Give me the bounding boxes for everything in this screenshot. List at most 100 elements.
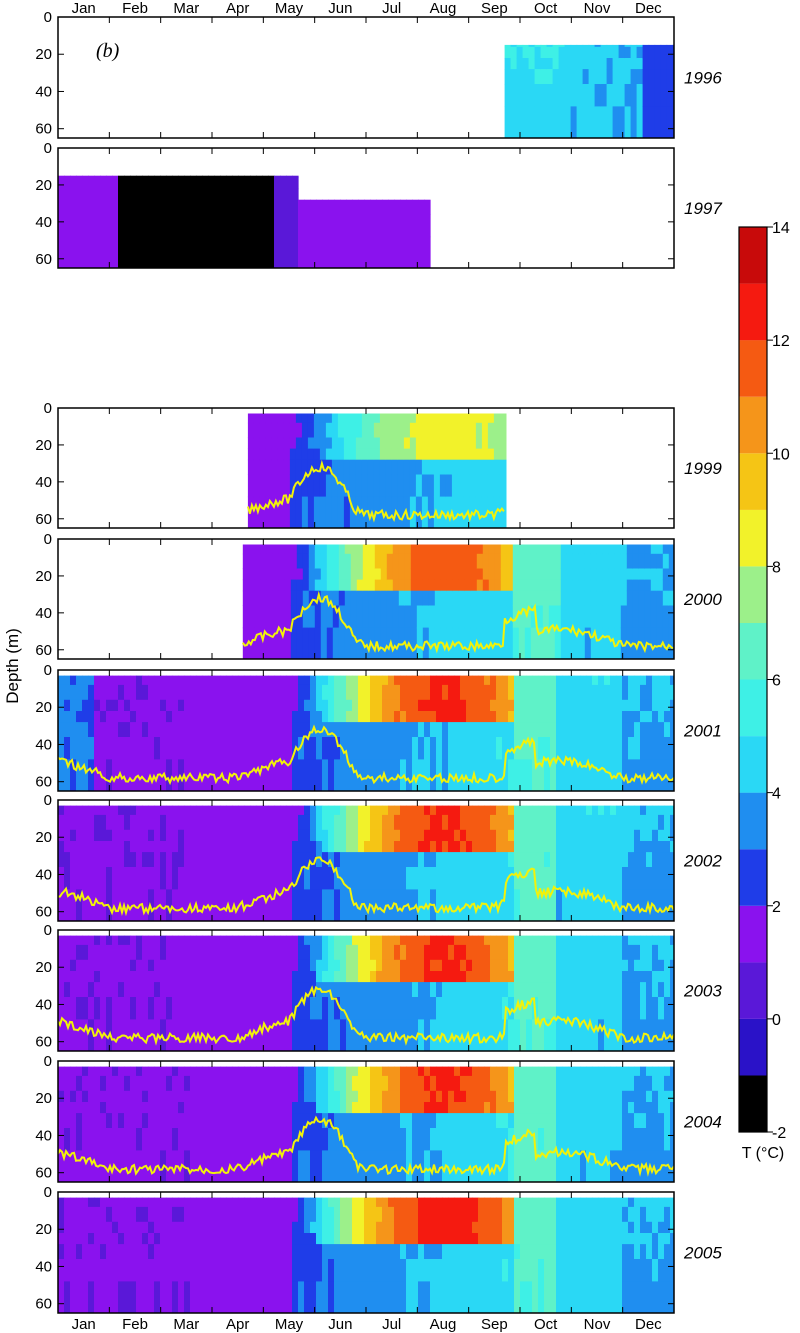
year-label-2003: 2003 bbox=[683, 982, 722, 1001]
y-tick-label: 20 bbox=[35, 699, 52, 716]
y-tick-label: 40 bbox=[35, 214, 52, 231]
colorbar: -2 0 2 4 6 8 10 12 14 T (°C) bbox=[738, 220, 790, 1162]
year-label-1996: 1996 bbox=[684, 69, 722, 88]
y-tick-label: 0 bbox=[44, 9, 52, 26]
colorbar-tick-label: 14 bbox=[772, 220, 790, 237]
y-tick-label: 60 bbox=[35, 251, 52, 268]
x-tick-label-bottom: Aug bbox=[430, 1316, 457, 1333]
y-tick-label: 40 bbox=[35, 83, 52, 100]
x-tick-label-top: May bbox=[275, 0, 304, 17]
colorbar-title: T (°C) bbox=[742, 1145, 785, 1162]
x-tick-label-top: Jul bbox=[382, 0, 401, 17]
y-tick-label: 0 bbox=[44, 662, 52, 679]
y-tick-label: 40 bbox=[35, 605, 52, 622]
y-axis-label: Depth (m) bbox=[3, 628, 22, 704]
colorbar-tick-label: 12 bbox=[772, 333, 790, 350]
y-tick-label: 60 bbox=[35, 1296, 52, 1313]
panel-label: (b) bbox=[96, 40, 120, 62]
mixed-layer-line-2002 bbox=[58, 856, 674, 917]
year-label-1999: 1999 bbox=[684, 459, 722, 478]
heatmap-2000 bbox=[241, 544, 674, 659]
x-tick-label-bottom: Sep bbox=[481, 1316, 508, 1333]
panel-2004: 0 20 40 60 2004 bbox=[35, 1053, 722, 1183]
y-tick-label: 20 bbox=[35, 46, 52, 63]
y-tick-label: 20 bbox=[35, 829, 52, 846]
y-tick-label: 0 bbox=[44, 531, 52, 548]
x-tick-label-bottom: Dec bbox=[635, 1316, 662, 1333]
x-tick-label-bottom: Jun bbox=[328, 1316, 352, 1333]
y-tick-label: 0 bbox=[44, 1053, 52, 1070]
y-tick-label: 60 bbox=[35, 1034, 52, 1051]
mixed-layer-line-2001 bbox=[58, 724, 674, 786]
x-tick-label-bottom: Apr bbox=[226, 1316, 249, 1333]
heatmap-1996 bbox=[504, 44, 674, 138]
y-tick-label: 40 bbox=[35, 1258, 52, 1275]
y-tick-label: 40 bbox=[35, 866, 52, 883]
y-tick-label: 60 bbox=[35, 1165, 52, 1182]
panel-1999: 0 20 40 60 1999 bbox=[35, 400, 722, 529]
year-label-2001: 2001 bbox=[683, 722, 722, 741]
y-tick-label: 20 bbox=[35, 177, 52, 194]
colorbar-tick-label: 2 bbox=[772, 899, 781, 916]
colorbar-tick-label: 6 bbox=[772, 673, 781, 690]
colorbar-swatch bbox=[739, 509, 767, 567]
x-tick-label-top: Dec bbox=[635, 0, 662, 17]
colorbar-tick-label: 4 bbox=[772, 786, 781, 803]
year-label-2000: 2000 bbox=[683, 590, 722, 609]
x-tick-label-bottom: Mar bbox=[173, 1316, 199, 1333]
x-tick-label-top: Mar bbox=[173, 0, 199, 17]
colorbar-swatch bbox=[739, 227, 767, 284]
y-tick-label: 20 bbox=[35, 1221, 52, 1238]
heatmap-1999 bbox=[246, 413, 507, 528]
y-tick-label: 40 bbox=[35, 996, 52, 1013]
heatmap-2001 bbox=[58, 675, 674, 791]
colorbar-swatch bbox=[739, 792, 767, 850]
heatmap-2005 bbox=[58, 1197, 674, 1313]
colorbar-swatch bbox=[739, 396, 767, 454]
colorbar-swatch bbox=[739, 340, 767, 397]
panel-1996: 0 20 40 60 1996 bbox=[35, 9, 722, 139]
year-panels: 0 20 40 60 1996 0 20 40 60 1997 0 20 40 60 1999 0 20 40 60… bbox=[35, 0, 722, 1333]
y-tick-label: 20 bbox=[35, 568, 52, 585]
mixed-layer-line-1999 bbox=[246, 459, 505, 523]
heatmap-1997 bbox=[58, 175, 431, 268]
x-tick-label-top: Jan bbox=[72, 0, 96, 17]
colorbar-swatch bbox=[739, 736, 767, 793]
panel-2002: 0 20 40 60 2002 bbox=[35, 792, 722, 922]
y-tick-label: 0 bbox=[44, 1184, 52, 1201]
y-tick-label: 0 bbox=[44, 922, 52, 939]
colorbar-swatch bbox=[739, 905, 767, 963]
colorbar-swatch bbox=[739, 566, 767, 623]
y-tick-label: 40 bbox=[35, 1127, 52, 1144]
y-tick-label: 60 bbox=[35, 511, 52, 528]
year-label-2005: 2005 bbox=[683, 1244, 722, 1263]
colorbar-tick-label: 8 bbox=[772, 559, 781, 576]
y-tick-label: 20 bbox=[35, 1090, 52, 1107]
x-tick-label-top: Feb bbox=[122, 0, 148, 17]
y-tick-label: 60 bbox=[35, 774, 52, 791]
colorbar-swatch bbox=[739, 679, 767, 737]
colorbar-tick-label: 0 bbox=[772, 1012, 781, 1029]
colorbar-swatch bbox=[739, 453, 767, 510]
panel-2000: 0 20 40 60 2000 bbox=[35, 531, 722, 660]
colorbar-swatch bbox=[739, 1018, 767, 1076]
panel-2005: 0 20 40 60 2005 bbox=[35, 1184, 722, 1314]
colorbar-swatch bbox=[739, 1075, 767, 1132]
x-tick-label-top: Nov bbox=[584, 0, 611, 17]
mixed-layer-line-2004 bbox=[58, 1115, 674, 1177]
y-tick-label: 40 bbox=[35, 474, 52, 491]
x-tick-label-top: Aug bbox=[430, 0, 457, 17]
colorbar-swatch bbox=[739, 283, 767, 341]
y-tick-label: 60 bbox=[35, 904, 52, 921]
colorbar-tick-label: -2 bbox=[772, 1125, 786, 1142]
month-labels: Jan Jan Feb Feb Mar Mar Apr Apr May May Jun Jun Jul J… bbox=[72, 0, 663, 1333]
mixed-layer-line-2000 bbox=[241, 590, 674, 654]
colorbar-swatch bbox=[739, 962, 767, 1019]
x-tick-label-top: Jun bbox=[328, 0, 352, 17]
year-label-1997: 1997 bbox=[684, 199, 722, 218]
x-tick-label-top: Oct bbox=[534, 0, 558, 17]
y-tick-label: 0 bbox=[44, 792, 52, 809]
colorbar-swatch bbox=[739, 622, 767, 680]
y-tick-label: 60 bbox=[35, 642, 52, 659]
